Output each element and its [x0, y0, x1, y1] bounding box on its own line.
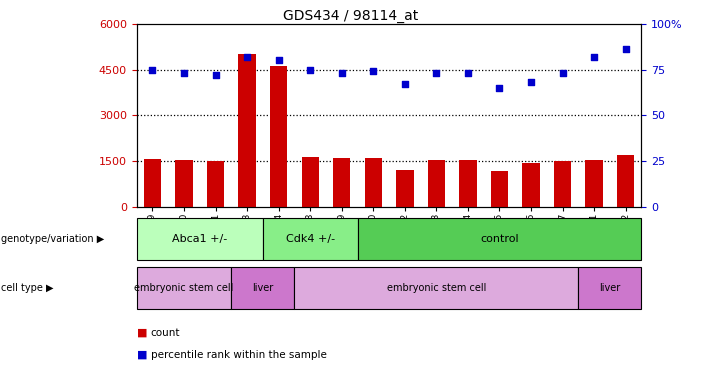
Bar	[578, 267, 641, 309]
Text: Cdk4 +/-: Cdk4 +/-	[285, 234, 335, 244]
Text: liver: liver	[599, 283, 620, 293]
Bar	[554, 161, 571, 207]
Bar	[491, 171, 508, 207]
Point	[589, 54, 600, 60]
Bar	[428, 160, 445, 207]
Bar	[137, 218, 263, 260]
Text: control: control	[480, 234, 519, 244]
Bar	[207, 161, 224, 207]
Bar	[263, 218, 358, 260]
Point	[368, 68, 379, 74]
Bar	[301, 157, 319, 207]
Bar	[238, 54, 256, 207]
Text: ■: ■	[137, 328, 147, 338]
Point	[463, 70, 474, 76]
Point	[210, 72, 222, 78]
Bar	[522, 163, 540, 207]
Bar	[617, 155, 634, 207]
Text: cell type ▶: cell type ▶	[1, 283, 54, 293]
Text: genotype/variation ▶: genotype/variation ▶	[1, 234, 104, 244]
Point	[557, 70, 569, 76]
Bar	[137, 267, 231, 309]
Point	[494, 85, 505, 91]
Point	[305, 67, 316, 72]
Point	[336, 70, 348, 76]
Text: embryonic stem cell: embryonic stem cell	[387, 283, 486, 293]
Bar	[396, 170, 414, 207]
Bar	[358, 218, 641, 260]
Point	[526, 79, 537, 85]
Point	[430, 70, 442, 76]
Text: ■: ■	[137, 350, 147, 360]
Point	[400, 81, 411, 87]
Text: count: count	[151, 328, 180, 338]
Bar	[365, 158, 382, 207]
Bar	[270, 67, 287, 207]
Bar	[333, 158, 350, 207]
Bar	[175, 160, 193, 207]
Text: Abca1 +/-: Abca1 +/-	[172, 234, 227, 244]
Point	[241, 54, 253, 60]
Bar	[144, 158, 161, 207]
Bar	[585, 160, 603, 207]
Text: liver: liver	[252, 283, 273, 293]
Point	[273, 57, 285, 63]
Text: percentile rank within the sample: percentile rank within the sample	[151, 350, 327, 360]
Point	[178, 70, 189, 76]
Bar	[294, 267, 578, 309]
Bar	[231, 267, 294, 309]
Text: GDS434 / 98114_at: GDS434 / 98114_at	[283, 9, 418, 23]
Point	[147, 67, 158, 72]
Text: embryonic stem cell: embryonic stem cell	[135, 283, 233, 293]
Bar	[459, 160, 477, 207]
Point	[620, 46, 632, 52]
